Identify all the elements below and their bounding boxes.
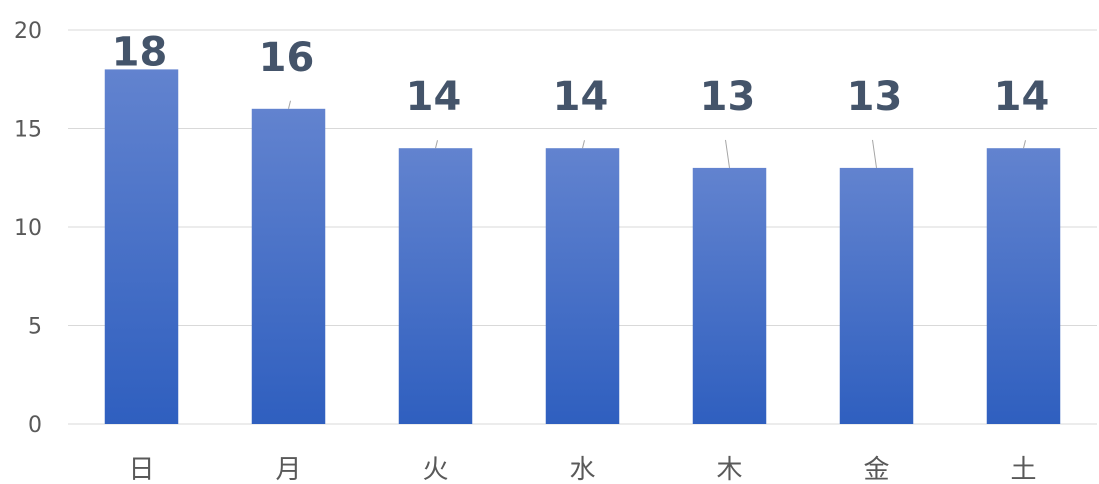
bar: [692, 167, 767, 424]
bar: [986, 148, 1061, 424]
data-label: 14: [553, 74, 609, 120]
data-label: 13: [700, 74, 756, 120]
x-category-label: 土: [1010, 455, 1036, 484]
data-labels: 18 16 14 14 13 13 14: [112, 29, 1050, 120]
data-label-leader-line: [435, 140, 438, 149]
y-axis-tick-labels: 0 5 10 15 20: [14, 19, 42, 438]
y-tick-label: 5: [28, 315, 42, 340]
bar: [545, 148, 620, 424]
data-label-leader-line: [288, 100, 291, 109]
x-category-label: 日: [128, 455, 154, 484]
data-label: 14: [994, 74, 1050, 120]
x-category-label: 水: [569, 455, 595, 484]
data-label: 14: [406, 74, 462, 120]
bars: [104, 69, 1061, 425]
data-label: 18: [112, 29, 168, 75]
data-label: 16: [259, 35, 315, 81]
data-label-leader-line: [1023, 140, 1026, 149]
bar: [398, 148, 473, 424]
data-label-leader-line: [725, 139, 730, 168]
x-axis-category-labels: 日月火水木金土: [128, 455, 1036, 484]
x-category-label: 月: [275, 455, 301, 484]
data-label-leader-line: [872, 139, 877, 168]
x-category-label: 金: [863, 455, 889, 484]
y-tick-label: 10: [14, 216, 42, 241]
x-category-label: 木: [716, 455, 742, 484]
y-tick-label: 20: [14, 19, 42, 44]
bar: [251, 108, 326, 425]
x-category-label: 火: [422, 455, 448, 484]
bar: [104, 69, 179, 425]
data-label: 13: [847, 74, 903, 120]
y-tick-label: 15: [14, 118, 42, 143]
data-label-leader-line: [582, 140, 585, 149]
data-label-leader-lines: [288, 100, 1026, 168]
bar: [839, 167, 914, 424]
y-tick-label: 0: [28, 413, 42, 438]
